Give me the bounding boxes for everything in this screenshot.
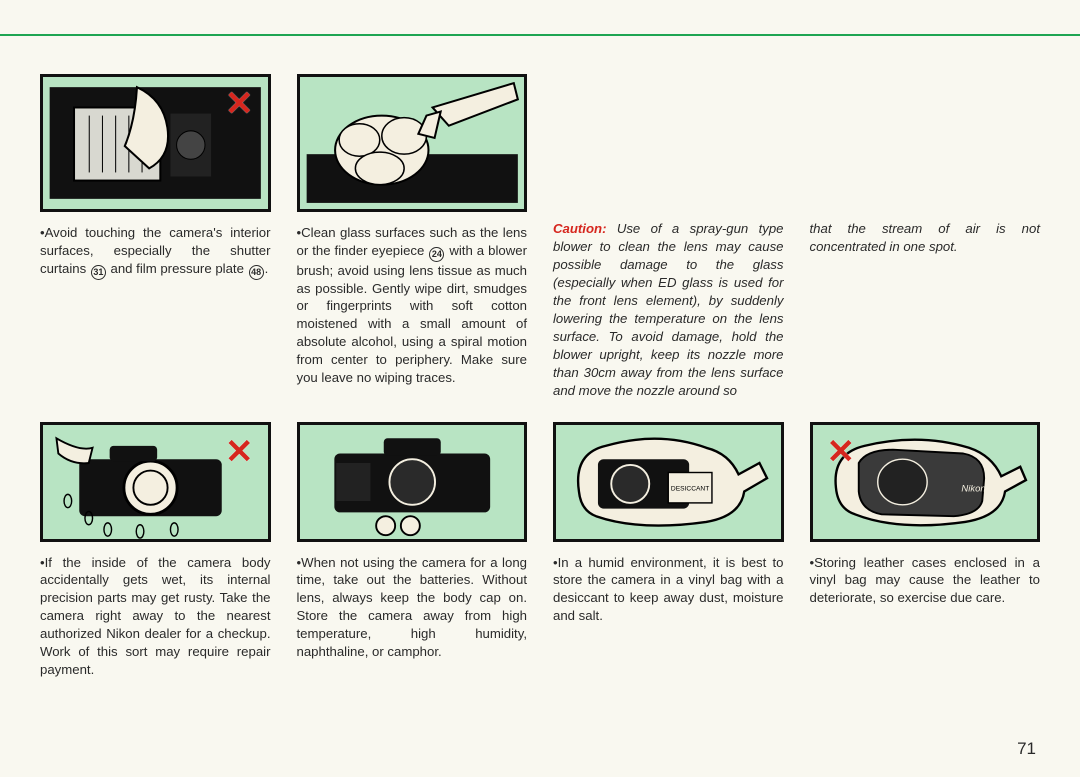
camera-cap-drawing	[300, 425, 525, 539]
cell-r1c1: ✕ •Avoid touching the camera's interior …	[40, 74, 271, 400]
text-r1c1: •Avoid touching the camera's interior su…	[40, 224, 271, 280]
text-r2c2: •When not using the camera for a long ti…	[297, 554, 528, 662]
ref-48: 48	[249, 265, 264, 280]
cell-r2c2: •When not using the camera for a long ti…	[297, 422, 528, 680]
cell-r2c4: Nikon ✕ •Storing leather cases enclosed …	[810, 422, 1041, 680]
text-r1c1-c: .	[265, 261, 269, 276]
ref-31: 31	[91, 265, 106, 280]
illus-wet-camera: ✕	[40, 422, 271, 542]
text-r2c1: •If the inside of the camera body accide…	[40, 554, 271, 680]
text-r1c3-body: Use of a spray-gun type blower to clean …	[553, 221, 784, 398]
illus-vinyl-bag-desiccant: DESICCANT	[553, 422, 784, 542]
svg-text:Nikon: Nikon	[961, 483, 985, 494]
page-number: 71	[1017, 739, 1036, 759]
x-mark-icon: ✕	[225, 435, 254, 469]
cell-r1c2: •Clean glass surfaces such as the lens o…	[297, 74, 528, 400]
caution-label: Caution:	[553, 221, 606, 236]
text-r1c3: Caution: Use of a spray-gun type blower …	[553, 220, 784, 400]
text-r2c4: •Storing leather cases enclosed in a vin…	[810, 554, 1041, 608]
manual-page: ✕ •Avoid touching the camera's interior …	[40, 30, 1040, 679]
illus-leather-case-bag: Nikon ✕	[810, 422, 1041, 542]
ref-24: 24	[429, 247, 444, 262]
text-r1c1-b: and film pressure plate	[107, 261, 248, 276]
x-mark-icon: ✕	[225, 87, 254, 121]
bag-desiccant-drawing: DESICCANT	[556, 425, 781, 539]
illus-touch-shutter: ✕	[40, 74, 271, 212]
cell-r1c3: Caution: Use of a spray-gun type blower …	[553, 74, 784, 400]
svg-text:DESICCANT: DESICCANT	[671, 485, 709, 492]
cell-r2c1: ✕ •If the inside of the camera body acci…	[40, 422, 271, 680]
text-r1c4: that the stream of air is not concentrat…	[810, 220, 1041, 256]
blower-drawing	[300, 77, 525, 209]
text-r1c2-b: with a blower brush; avoid using lens ti…	[297, 243, 528, 385]
text-r2c3: •In a humid environment, it is best to s…	[553, 554, 784, 626]
top-rule	[0, 34, 1080, 36]
text-r1c2: •Clean glass surfaces such as the lens o…	[297, 224, 528, 387]
illus-storage-nolens	[297, 422, 528, 542]
cell-r2c3: DESICCANT •In a humid environment, it is…	[553, 422, 784, 680]
x-mark-icon: ✕	[827, 435, 856, 469]
cell-r1c4: that the stream of air is not concentrat…	[810, 74, 1041, 400]
illus-blower-brush	[297, 74, 528, 212]
